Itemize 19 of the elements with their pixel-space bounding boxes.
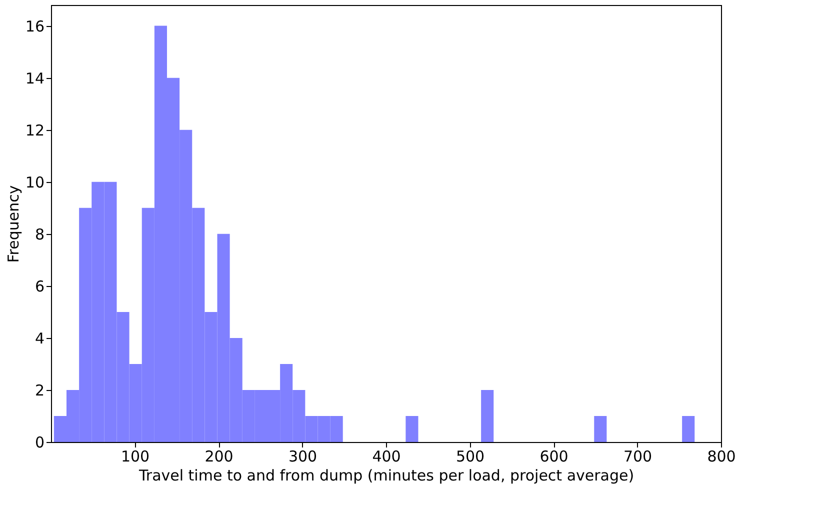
x-tick-label: 800 <box>707 448 736 466</box>
x-tick-label: 500 <box>456 448 485 466</box>
y-tick-label: 2 <box>34 381 44 400</box>
y-axis-title: Frequency <box>4 185 22 263</box>
y-tick-label: 12 <box>25 121 44 140</box>
y-tick-label: 14 <box>25 69 44 88</box>
x-axis-title: Travel time to and from dump (minutes per load, project average) <box>138 466 634 484</box>
y-tick-label: 10 <box>25 173 44 192</box>
x-tick-label: 600 <box>540 448 568 466</box>
x-tick-label: 100 <box>120 448 150 466</box>
y-tick-label: 8 <box>34 225 44 244</box>
x-tick-label: 300 <box>288 448 318 466</box>
y-tick-label: 6 <box>34 277 44 296</box>
x-tick-label: 700 <box>623 448 652 466</box>
y-tick-label: 0 <box>34 434 44 452</box>
y-tick-label: 16 <box>25 17 44 36</box>
x-tick-label: 200 <box>204 448 234 466</box>
y-tick-label: 4 <box>34 329 44 348</box>
x-tick-label: 400 <box>372 448 401 466</box>
